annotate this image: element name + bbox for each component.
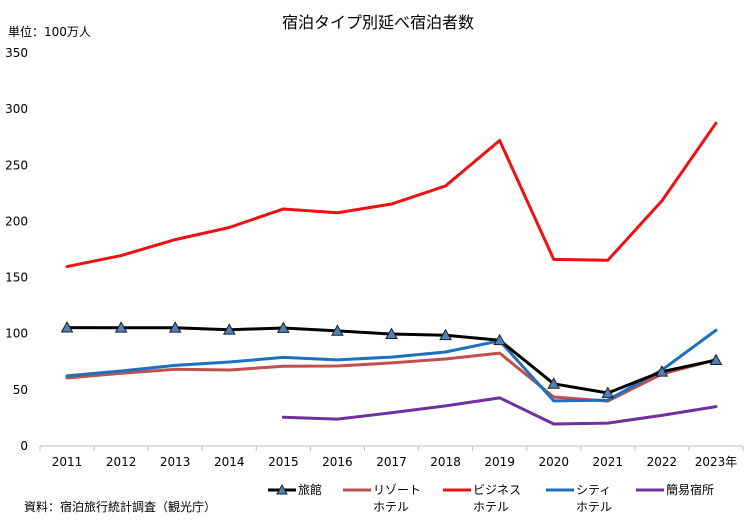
- legend-label: 旅館: [298, 482, 322, 497]
- y-tick-label: 300: [5, 102, 28, 116]
- legend-item: 簡易宿所: [636, 482, 714, 497]
- x-tick-label: 2017: [376, 455, 407, 469]
- x-tick-label: 2012: [106, 455, 137, 469]
- y-tick-label: 50: [13, 383, 28, 397]
- data-point-marker: [439, 328, 452, 341]
- y-tick-label: 0: [20, 439, 28, 453]
- data-point-marker: [493, 333, 507, 346]
- series-line: [281, 396, 718, 426]
- x-axis: 2011 2012 2013 2014 2015 2016 2017 2018 2019 2020…: [39, 445, 744, 469]
- data-point-marker: [601, 386, 615, 398]
- data-point-marker: [276, 321, 290, 333]
- data-point-marker: [60, 321, 74, 333]
- unit-label: 単位：100万人: [8, 24, 91, 39]
- data-point-marker: [222, 323, 236, 335]
- legend-label: シティ: [576, 483, 611, 497]
- legend-label: ビジネス: [473, 483, 521, 497]
- legend-label: ホテル: [473, 500, 509, 514]
- y-tick-label: 250: [5, 158, 28, 172]
- legend-label: ホテル: [373, 500, 409, 514]
- x-tick-label: 2016: [322, 455, 353, 469]
- x-tick-label: 2014: [214, 455, 245, 469]
- x-tick-label: 2022: [647, 455, 678, 469]
- legend-item: 旅館: [268, 482, 322, 497]
- plot-lines: [60, 121, 723, 426]
- legend-marker: [276, 483, 288, 495]
- data-point-marker: [547, 377, 561, 389]
- y-axis: 0 50 100 150 200 250 300 350: [5, 46, 28, 453]
- x-tick-label: 2021: [593, 455, 624, 469]
- series-line: [65, 328, 718, 403]
- y-tick-label: 200: [5, 214, 28, 228]
- y-tick-label: 350: [5, 46, 28, 60]
- legend-label: リゾート: [373, 483, 421, 497]
- data-point-marker: [331, 324, 344, 336]
- y-tick-label: 150: [5, 271, 28, 285]
- data-point-marker: [709, 353, 723, 366]
- legend-label: 簡易宿所: [666, 482, 714, 497]
- chart-title: 宿泊タイプ別延べ宿泊者数: [282, 13, 474, 32]
- data-point-marker: [385, 327, 398, 339]
- x-tick-label: 2019: [484, 455, 515, 469]
- x-tick-label: 2013: [160, 455, 191, 469]
- y-tick-label: 100: [5, 327, 28, 341]
- source-note: 資料：宿泊旅行統計調査（観光庁）: [24, 499, 216, 514]
- series-line: [65, 121, 718, 269]
- data-point-marker: [655, 365, 669, 377]
- data-point-marker: [114, 321, 128, 333]
- x-tick-label: 2018: [430, 455, 461, 469]
- legend-label: ホテル: [576, 500, 612, 514]
- x-tick-label: 2023年: [695, 455, 738, 469]
- x-tick-label: 2011: [52, 455, 83, 469]
- data-point-marker: [168, 321, 182, 333]
- x-tick-label: 2015: [268, 455, 299, 469]
- x-tick-label: 2020: [538, 455, 569, 469]
